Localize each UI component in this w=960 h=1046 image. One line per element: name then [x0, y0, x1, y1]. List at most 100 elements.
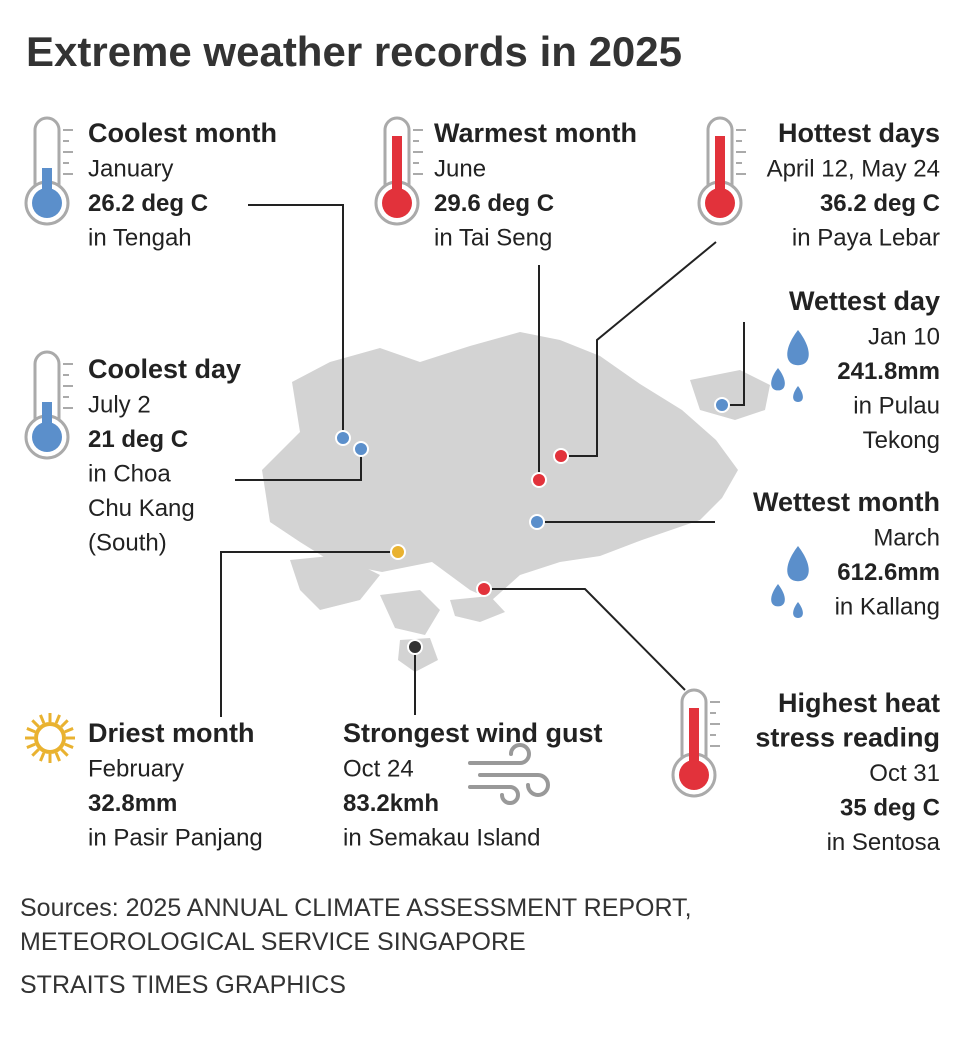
record-date: July 2: [88, 392, 151, 419]
sun-ray: [26, 742, 36, 749]
record-location: in Kallang: [835, 594, 940, 621]
record-heading: Coolest day: [88, 354, 241, 384]
sun-ray: [60, 748, 69, 757]
record-date: February: [88, 756, 184, 783]
sun-icon: [25, 713, 75, 763]
records: Coolest month January 26.2 deg C in Tengah W…: [24, 116, 941, 856]
source-line: Sources: 2025 ANNUAL CLIMATE ASSESSMENT …: [20, 894, 692, 922]
mercury: [715, 136, 725, 203]
thermometer-icon: [374, 116, 423, 226]
record-location: in Pulau: [853, 393, 940, 420]
mercury-bulb: [382, 188, 412, 218]
sun-ray: [31, 719, 40, 728]
thermometer-icon: [671, 688, 720, 798]
droplet-icon: [771, 330, 809, 402]
record-heading: stress reading: [755, 723, 940, 753]
sun-ray: [64, 742, 74, 749]
location-dot: [714, 397, 730, 413]
record-heading: Highest heat: [778, 688, 940, 718]
record-date: March: [873, 525, 940, 552]
record-date: Jan 10: [868, 324, 940, 351]
mercury-bulb: [32, 188, 62, 218]
record-heading: Strongest wind gust: [343, 718, 603, 748]
record-location: in Choa: [88, 461, 171, 488]
leader-line: [561, 241, 717, 457]
location-dot: [476, 581, 492, 597]
record-date: April 12, May 24: [767, 156, 940, 183]
location-dot: [407, 639, 423, 655]
leader-line: [220, 551, 398, 717]
record-value: 241.8mm: [837, 358, 940, 385]
record-location: Tekong: [863, 427, 940, 454]
mercury: [42, 168, 52, 203]
record-location: Chu Kang: [88, 495, 195, 522]
record-location: in Sentosa: [827, 829, 941, 856]
sun-ray: [54, 752, 61, 762]
sun-ray: [39, 752, 46, 762]
record-date: Oct 31: [869, 760, 940, 787]
record-date: January: [88, 156, 173, 183]
sun-ray: [39, 714, 46, 724]
record-heading: Warmest month: [434, 118, 637, 148]
droplet: [771, 584, 785, 607]
location-dot: [531, 472, 547, 488]
record-date: June: [434, 156, 486, 183]
wind-icon: [468, 743, 550, 805]
thermometer-icon: [24, 116, 73, 226]
location-dot: [390, 544, 406, 560]
record-location: in Tengah: [88, 225, 192, 252]
sun-ray: [31, 748, 40, 757]
title: Extreme weather records in 2025: [26, 28, 682, 75]
thermometer-icon: [24, 350, 73, 460]
record-value: 83.2kmh: [343, 790, 439, 817]
location-dot: [353, 441, 369, 457]
map: [262, 332, 770, 672]
wind-stroke: [468, 743, 531, 765]
record-heading: Wettest day: [789, 286, 940, 316]
wind-stroke: [478, 773, 550, 797]
record-value: 35 deg C: [840, 795, 940, 822]
mercury: [392, 136, 402, 203]
mercury-bulb: [705, 188, 735, 218]
record-heading: Coolest month: [88, 118, 277, 148]
record-value: 36.2 deg C: [820, 190, 940, 217]
location-dot: [335, 430, 351, 446]
record-value: 29.6 deg C: [434, 190, 554, 217]
sun-ray: [60, 719, 69, 728]
record-location: in Tai Seng: [434, 225, 552, 252]
record-heading: Wettest month: [753, 487, 940, 517]
record-date: Oct 24: [343, 756, 414, 783]
droplet: [771, 368, 785, 391]
mercury-bulb: [32, 422, 62, 452]
record-location: in Semakau Island: [343, 825, 540, 852]
sun-disc: [34, 722, 66, 754]
leader-line: [248, 204, 344, 438]
droplet: [787, 330, 809, 366]
leader-line: [484, 588, 686, 691]
droplet: [793, 602, 803, 618]
record-value: 26.2 deg C: [88, 190, 208, 217]
record-heading: Hottest days: [778, 118, 940, 148]
record-location: in Pasir Panjang: [88, 825, 263, 852]
record-location: (South): [88, 530, 167, 557]
location-dot: [529, 514, 545, 530]
droplet: [787, 546, 809, 582]
source-line: METEOROLOGICAL SERVICE SINGAPORE: [20, 928, 526, 956]
record-value: 612.6mm: [837, 559, 940, 586]
mercury: [42, 402, 52, 437]
record-heading: Driest month: [88, 718, 255, 748]
thermometer-icon: [697, 116, 746, 226]
droplet-icon: [771, 546, 809, 618]
droplet: [793, 386, 803, 402]
leader-line: [235, 449, 362, 481]
sun-ray: [54, 714, 61, 724]
record-value: 32.8mm: [88, 790, 177, 817]
sun-ray: [64, 727, 74, 734]
mercury-bulb: [679, 760, 709, 790]
record-value: 21 deg C: [88, 426, 188, 453]
sun-ray: [26, 727, 36, 734]
record-location: in Paya Lebar: [792, 225, 940, 252]
location-dot: [553, 448, 569, 464]
credit: STRAITS TIMES GRAPHICS: [20, 971, 346, 999]
